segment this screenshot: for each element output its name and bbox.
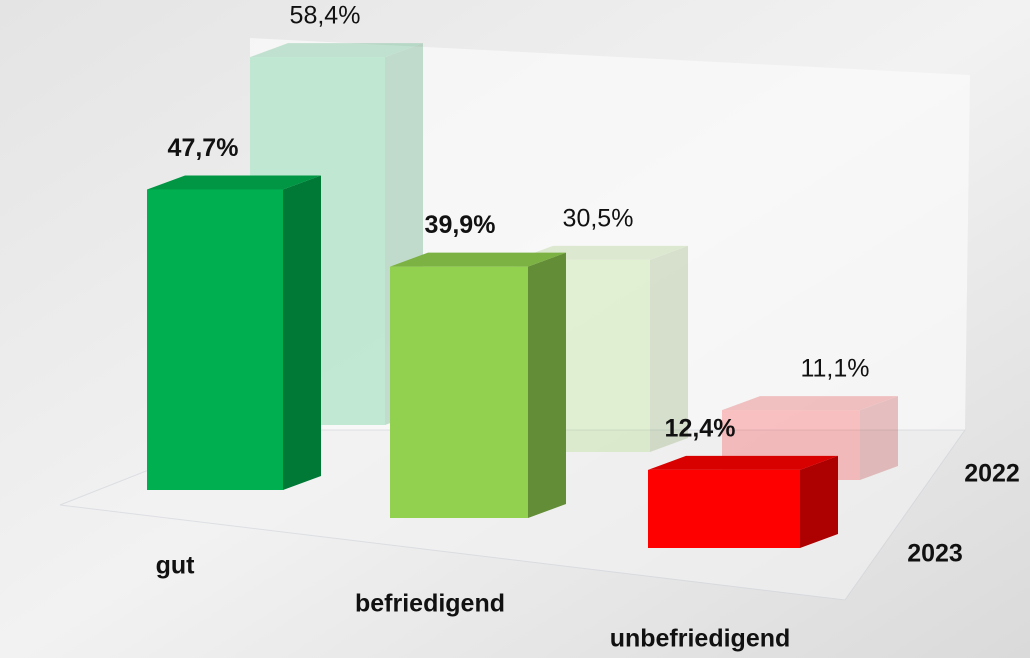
- value-label: 39,9%: [425, 211, 496, 239]
- category-label: unbefriedigend: [610, 625, 791, 653]
- chart: 58,4% 30,5% 11,1% 2022 47,7% 39,9% 12,4% 2023 gu…: [0, 0, 1030, 658]
- bar: [147, 189, 283, 490]
- legend-label: 2023: [907, 540, 963, 568]
- value-label: 58,4%: [290, 2, 361, 30]
- legend-label: 2022: [964, 460, 1020, 488]
- value-label: 47,7%: [168, 134, 239, 162]
- value-label: 30,5%: [563, 204, 634, 232]
- bar-side: [528, 253, 566, 518]
- category-label: befriedigend: [355, 590, 505, 618]
- bar-side: [800, 456, 838, 548]
- category-label: gut: [156, 552, 196, 580]
- bar: [390, 267, 528, 518]
- value-label: 12,4%: [665, 414, 736, 442]
- bar-side: [860, 396, 898, 480]
- value-label: 11,1%: [800, 355, 869, 383]
- bar-side: [283, 175, 321, 490]
- bar: [648, 470, 800, 548]
